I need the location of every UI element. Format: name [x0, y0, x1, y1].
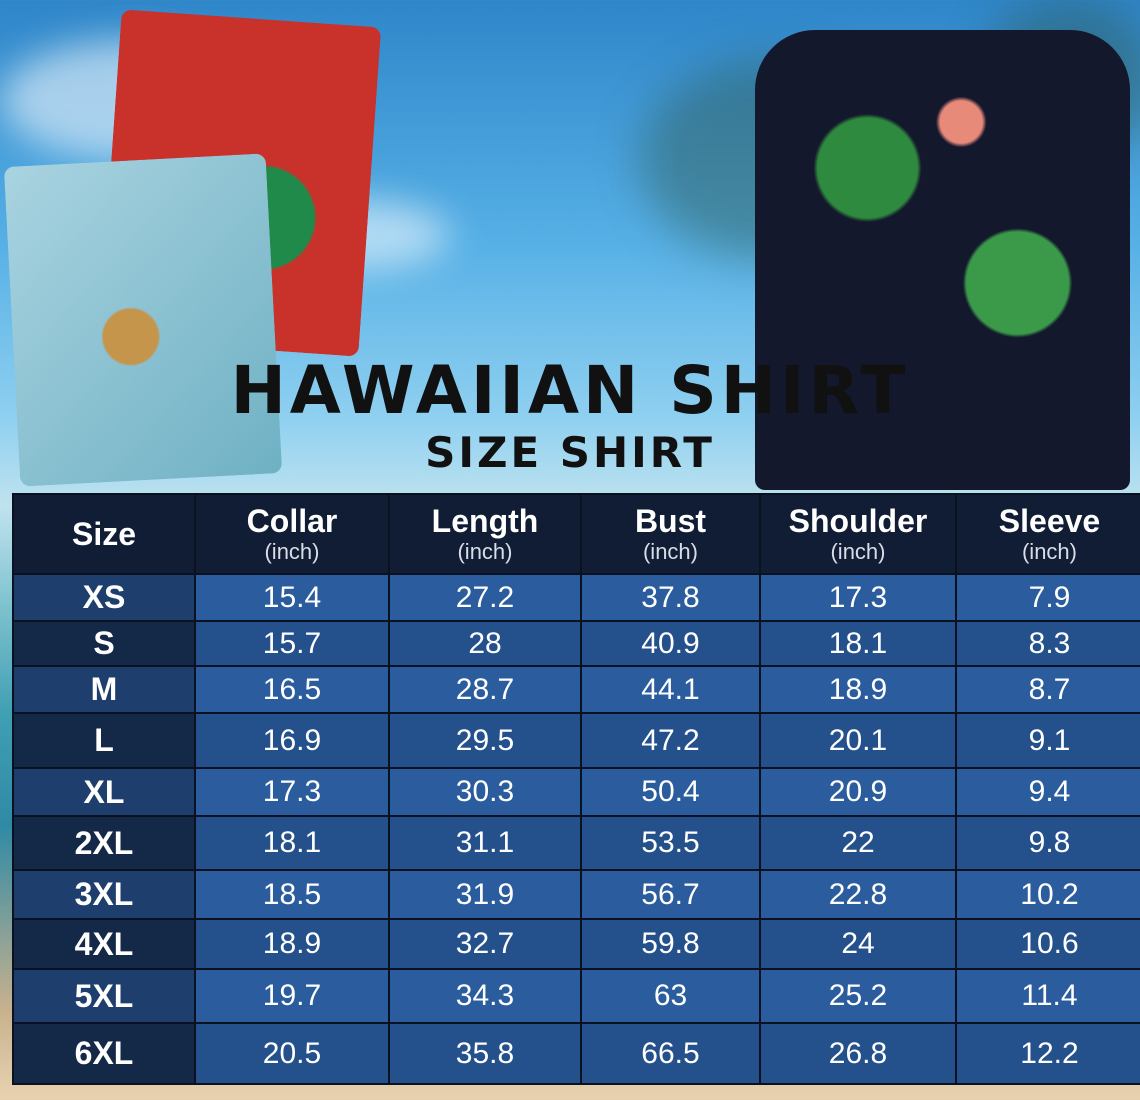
column-unit: (inch)	[830, 539, 886, 564]
measurement-cell: 17.3	[194, 767, 390, 817]
column-label: Shoulder	[788, 503, 928, 539]
measurement-cell: 9.1	[955, 712, 1140, 769]
column-header-length: Length (inch)	[388, 493, 582, 575]
column-header-sleeve: Sleeve (inch)	[955, 493, 1140, 575]
measurement-cell: 22.8	[759, 869, 957, 920]
column-header-shoulder: Shoulder (inch)	[759, 493, 957, 575]
measurement-cell: 10.6	[955, 918, 1140, 970]
measurement-cell: 40.9	[580, 620, 761, 667]
measurement-cell: 18.1	[759, 620, 957, 667]
measurement-cell: 11.4	[955, 968, 1140, 1024]
measurement-cell: 9.4	[955, 767, 1140, 817]
measurement-cell: 22	[759, 815, 957, 871]
table-row: XS 15.4 27.2 37.8 17.3 7.9	[12, 573, 1140, 622]
table-row: 5XL 19.7 34.3 63 25.2 11.4	[12, 968, 1140, 1024]
measurement-cell: 17.3	[759, 573, 957, 622]
size-cell: M	[12, 665, 196, 714]
table-row: M 16.5 28.7 44.1 18.9 8.7	[12, 665, 1140, 714]
measurement-cell: 26.8	[759, 1022, 957, 1085]
measurement-cell: 28.7	[388, 665, 582, 714]
measurement-cell: 31.1	[388, 815, 582, 871]
table-row: 4XL 18.9 32.7 59.8 24 10.6	[12, 918, 1140, 970]
measurement-cell: 18.9	[194, 918, 390, 970]
size-cell: S	[12, 620, 196, 667]
size-cell: 6XL	[12, 1022, 196, 1085]
measurement-cell: 44.1	[580, 665, 761, 714]
measurement-cell: 50.4	[580, 767, 761, 817]
column-label: Collar	[246, 503, 338, 539]
measurement-cell: 8.3	[955, 620, 1140, 667]
measurement-cell: 20.1	[759, 712, 957, 769]
column-label: Sleeve	[998, 503, 1101, 539]
table-row: 6XL 20.5 35.8 66.5 26.8 12.2	[12, 1022, 1140, 1085]
measurement-cell: 7.9	[955, 573, 1140, 622]
measurement-cell: 59.8	[580, 918, 761, 970]
measurement-cell: 16.9	[194, 712, 390, 769]
measurement-cell: 18.5	[194, 869, 390, 920]
header-row: Size Collar (inch) Length (inch) Bust (inch) Sh…	[12, 493, 1140, 575]
table-row: L 16.9 29.5 47.2 20.1 9.1	[12, 712, 1140, 769]
measurement-cell: 37.8	[580, 573, 761, 622]
size-cell: 3XL	[12, 869, 196, 920]
measurement-cell: 30.3	[388, 767, 582, 817]
size-cell: XS	[12, 573, 196, 622]
measurement-cell: 15.7	[194, 620, 390, 667]
measurement-cell: 32.7	[388, 918, 582, 970]
table-row: 2XL 18.1 31.1 53.5 22 9.8	[12, 815, 1140, 871]
column-label: Size	[71, 516, 137, 552]
size-cell: 4XL	[12, 918, 196, 970]
table-row: XL 17.3 30.3 50.4 20.9 9.4	[12, 767, 1140, 817]
measurement-cell: 15.4	[194, 573, 390, 622]
column-unit: (inch)	[642, 539, 698, 564]
measurement-cell: 25.2	[759, 968, 957, 1024]
measurement-cell: 31.9	[388, 869, 582, 920]
measurement-cell: 20.9	[759, 767, 957, 817]
page-subtitle: SIZE SHIRT	[425, 428, 715, 477]
page-title: HAWAIIAN SHIRT	[230, 352, 910, 429]
column-header-collar: Collar (inch)	[194, 493, 390, 575]
measurement-cell: 28	[388, 620, 582, 667]
measurement-cell: 19.7	[194, 968, 390, 1024]
size-cell: 2XL	[12, 815, 196, 871]
column-header-size: Size	[12, 493, 196, 575]
column-label: Bust	[634, 503, 707, 539]
measurement-cell: 18.1	[194, 815, 390, 871]
column-label: Length	[431, 503, 539, 539]
column-header-bust: Bust (inch)	[580, 493, 761, 575]
measurement-cell: 63	[580, 968, 761, 1024]
measurement-cell: 24	[759, 918, 957, 970]
size-cell: L	[12, 712, 196, 769]
measurement-cell: 8.7	[955, 665, 1140, 714]
model-shirt-image	[755, 30, 1130, 490]
table-row: 3XL 18.5 31.9 56.7 22.8 10.2	[12, 869, 1140, 920]
column-unit: (inch)	[457, 539, 513, 564]
measurement-cell: 29.5	[388, 712, 582, 769]
measurement-cell: 10.2	[955, 869, 1140, 920]
measurement-cell: 12.2	[955, 1022, 1140, 1085]
measurement-cell: 53.5	[580, 815, 761, 871]
size-table: Size Collar (inch) Length (inch) Bust (inch) Sh…	[12, 493, 1140, 1085]
column-unit: (inch)	[1021, 539, 1077, 564]
measurement-cell: 16.5	[194, 665, 390, 714]
measurement-cell: 34.3	[388, 968, 582, 1024]
measurement-cell: 56.7	[580, 869, 761, 920]
measurement-cell: 20.5	[194, 1022, 390, 1085]
table-row: S 15.7 28 40.9 18.1 8.3	[12, 620, 1140, 667]
measurement-cell: 18.9	[759, 665, 957, 714]
measurement-cell: 27.2	[388, 573, 582, 622]
measurement-cell: 66.5	[580, 1022, 761, 1085]
measurement-cell: 9.8	[955, 815, 1140, 871]
size-cell: XL	[12, 767, 196, 817]
size-cell: 5XL	[12, 968, 196, 1024]
measurement-cell: 35.8	[388, 1022, 582, 1085]
column-unit: (inch)	[264, 539, 320, 564]
measurement-cell: 47.2	[580, 712, 761, 769]
